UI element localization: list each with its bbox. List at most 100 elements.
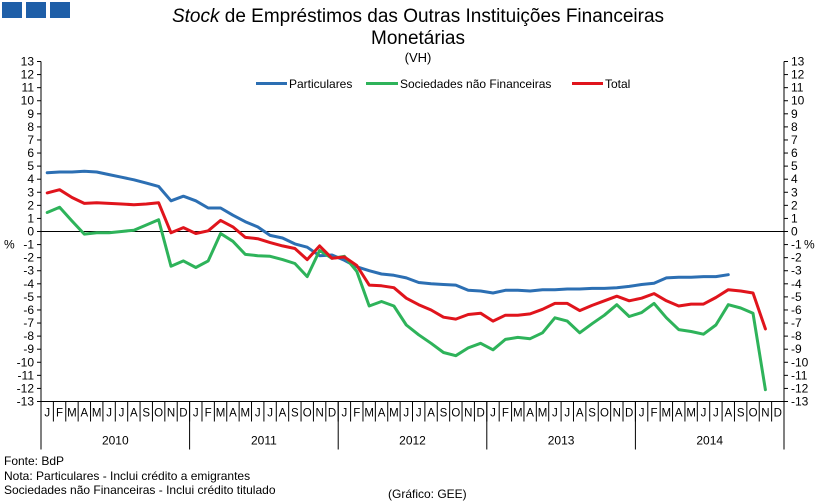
y-tick-label-left: 3	[27, 185, 34, 199]
year-label: 2012	[399, 434, 426, 448]
year-label: 2013	[548, 434, 575, 448]
y-tick-label-left: -9	[23, 342, 34, 356]
month-label: D	[179, 408, 187, 420]
y-tick-label-left: -13	[17, 395, 35, 409]
y-tick-label-right: 6	[791, 146, 798, 160]
month-label: S	[737, 408, 745, 420]
month-label: J	[564, 408, 570, 420]
month-label: O	[154, 408, 163, 420]
logo-block-1	[2, 2, 22, 18]
y-tick-label-left: -11	[18, 368, 35, 382]
y-tick-label-right: 11	[791, 81, 804, 95]
logo-block-2	[26, 2, 46, 18]
y-tick-label-left: -8	[23, 329, 34, 343]
month-label: D	[476, 408, 484, 420]
month-label: O	[749, 408, 758, 420]
month-label: N	[315, 408, 323, 420]
y-tick-label-left: 2	[27, 198, 34, 212]
y-tick-label-right: -8	[791, 329, 802, 343]
note-particulares: Nota: Particulares - Inclui crédito a em…	[4, 468, 251, 483]
month-label: O	[303, 408, 312, 420]
month-label: A	[526, 408, 534, 420]
month-label: M	[662, 408, 672, 420]
month-label: D	[625, 408, 633, 420]
month-label: A	[378, 408, 386, 420]
y-tick-label-left: 1	[27, 211, 34, 225]
month-label: A	[675, 408, 683, 420]
y-tick-label-left: -5	[23, 290, 34, 304]
month-label: N	[167, 408, 175, 420]
note-sociedades: Sociedades não Financeiras - Inclui créd…	[4, 483, 276, 497]
y-tick-label-right: -7	[791, 316, 802, 330]
month-label: J	[701, 408, 707, 420]
month-label: D	[328, 408, 336, 420]
month-label: F	[502, 408, 509, 420]
y-tick-label-right: -12	[791, 381, 809, 395]
month-label: J	[119, 408, 125, 420]
month-label: J	[490, 408, 496, 420]
month-label: A	[229, 408, 237, 420]
month-label: N	[613, 408, 621, 420]
month-label: J	[416, 408, 422, 420]
y-tick-label-right: -11	[791, 368, 808, 382]
chart-title: Stock de Empréstimos das Outras Institui…	[0, 6, 836, 50]
y-tick-label-right: -5	[791, 290, 802, 304]
y-tick-label-left: 12	[21, 68, 35, 82]
y-tick-label-right: -10	[791, 355, 809, 369]
month-label: M	[538, 408, 548, 420]
month-label: J	[639, 408, 645, 420]
y-tick-label-left: -12	[17, 381, 35, 395]
y-tick-label-left: 9	[27, 107, 34, 121]
month-label: F	[56, 408, 63, 420]
legend-label-3: Total	[605, 77, 630, 91]
title-rest: de Empréstimos das Outras Instituições F…	[219, 6, 665, 27]
month-label: M	[364, 408, 374, 420]
legend-label-1: Particulares	[289, 77, 352, 91]
chart-unit: (VH)	[404, 50, 432, 65]
title-italic: Stock	[171, 6, 220, 27]
year-label: 2010	[102, 434, 129, 448]
y-tick-label-left: -6	[23, 303, 34, 317]
y-tick-label-right: 13	[791, 55, 805, 69]
y-tick-label-right: -4	[791, 277, 802, 291]
month-label: M	[389, 408, 399, 420]
month-label: S	[142, 408, 150, 420]
month-label: J	[106, 408, 112, 420]
y-axis-label-left: %	[4, 238, 15, 252]
y-tick-label-right: -9	[791, 342, 802, 356]
y-tick-label-right: -2	[791, 251, 802, 265]
y-tick-label-left: 11	[22, 81, 35, 95]
source-note: Fonte: BdP	[4, 454, 65, 468]
y-tick-label-right: -6	[791, 303, 802, 317]
month-label: A	[724, 408, 732, 420]
y-tick-label-right: 1	[791, 211, 798, 225]
y-tick-label-left: 7	[27, 133, 34, 147]
month-label: A	[279, 408, 287, 420]
brand-logo	[2, 2, 70, 18]
month-label: A	[81, 408, 89, 420]
year-label: 2014	[696, 434, 723, 448]
title-line2: Monetárias	[371, 28, 465, 49]
y-tick-label-right: 3	[791, 185, 798, 199]
footer-notes: Fonte: BdP Nota: Particulares - Inclui c…	[4, 454, 276, 498]
series-line-3	[45, 188, 767, 331]
y-tick-label-right: 7	[791, 133, 798, 147]
month-label: J	[193, 408, 199, 420]
y-tick-label-right: 0	[791, 225, 798, 239]
y-tick-label-left: 10	[21, 94, 35, 108]
series-line-2	[45, 205, 767, 392]
month-label: S	[291, 408, 299, 420]
month-label: F	[650, 408, 657, 420]
month-label: J	[342, 408, 348, 420]
month-label: J	[713, 408, 719, 420]
month-label: M	[241, 408, 251, 420]
month-label: D	[774, 408, 782, 420]
month-label: S	[440, 408, 448, 420]
y-tick-label-right: -1	[791, 238, 802, 252]
month-label: N	[464, 408, 472, 420]
y-tick-label-left: 4	[27, 172, 34, 186]
logo-block-3	[50, 2, 70, 18]
y-tick-label-left: 6	[27, 146, 34, 160]
y-tick-label-left: 13	[21, 55, 35, 69]
